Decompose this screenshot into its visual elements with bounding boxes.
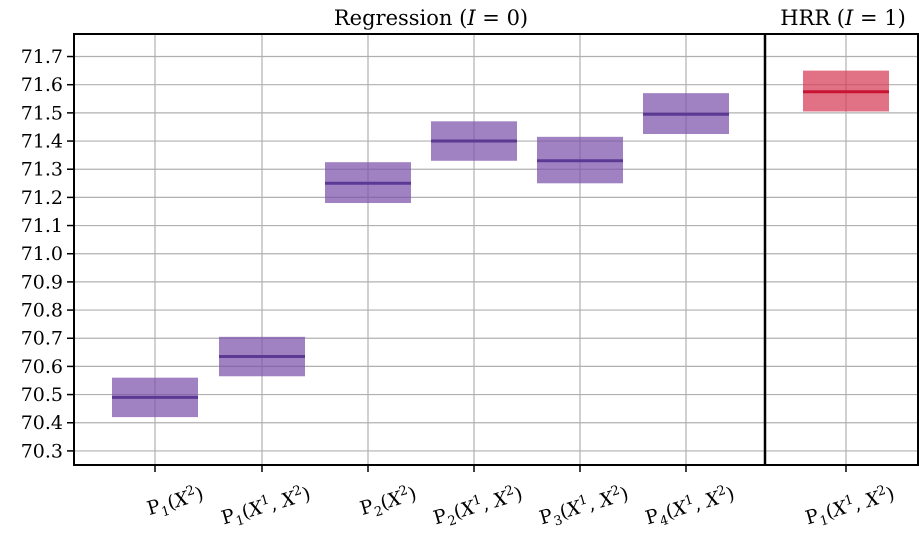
x-category-label: P3(X1, X2) [536,481,632,533]
panel-title-hrr: HRR (I = 1) [780,6,906,30]
y-tick-label: 70.6 [21,356,63,378]
x-category-label: P2(X2) [357,481,420,524]
y-tick-label: 71.0 [21,243,63,265]
y-tick-label: 71.2 [21,187,63,209]
y-tick-label: 70.8 [21,300,63,322]
y-tick-label: 71.1 [21,215,63,237]
y-tick-label: 70.4 [21,412,63,434]
label-layer: P1(X2) P1(X1, X2) P2(X2)P2(X1, X2)P3(X1, X… [144,481,898,533]
y-tick-label: 71.5 [21,102,63,124]
y-tick-label: 70.3 [21,440,63,462]
grid-layer [74,34,918,465]
panel-title-regression: Regression (I = 0) [334,6,528,30]
axis-layer: 70.3 70.4 70.5 70.6 70.7 70.8 70.9 71.0 71.1 71.2… [21,33,919,472]
x-category-label: P2(X1, X2) [430,481,526,533]
x-category-label: P4(X1, X2) [642,481,738,533]
plot-frame [73,33,919,466]
y-tick-label: 71.7 [21,46,63,68]
y-tick-label: 71.6 [21,74,63,96]
x-category-label: P1(X1, X2) [218,481,314,533]
y-tick-label: 71.3 [21,159,63,181]
y-tick-label: 70.5 [21,384,63,406]
y-tick-label: 71.4 [21,131,63,153]
box-layer [112,70,889,418]
y-tick-label: 70.9 [21,271,63,293]
x-category-label: P1(X2) [144,481,207,524]
x-category-label: P1(X1, X2) [802,481,898,533]
y-tick-label: 70.7 [21,328,63,350]
